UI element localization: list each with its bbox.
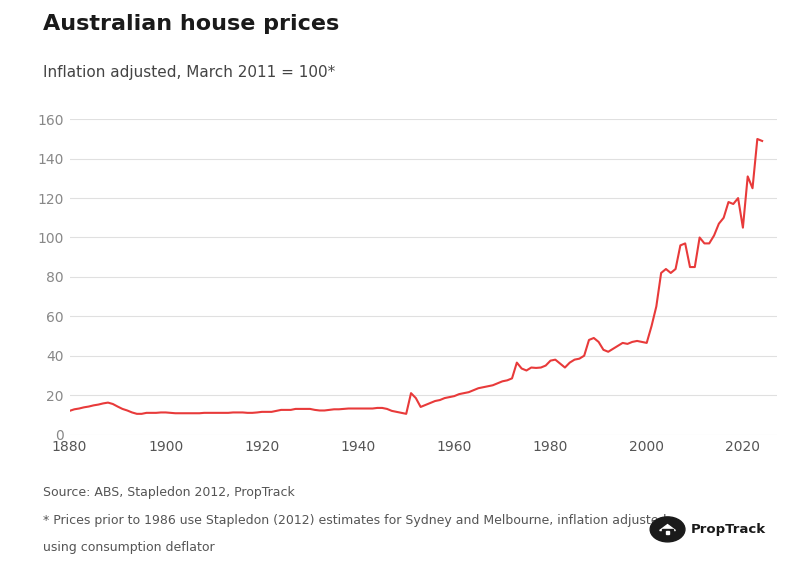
Text: using consumption deflator: using consumption deflator	[43, 541, 215, 554]
Text: PropTrack: PropTrack	[691, 523, 766, 536]
Text: Inflation adjusted, March 2011 = 100*: Inflation adjusted, March 2011 = 100*	[43, 65, 336, 80]
Text: Australian house prices: Australian house prices	[43, 14, 340, 34]
Text: Source: ABS, Stapledon 2012, PropTrack: Source: ABS, Stapledon 2012, PropTrack	[43, 486, 295, 499]
Text: * Prices prior to 1986 use Stapledon (2012) estimates for Sydney and Melbourne, : * Prices prior to 1986 use Stapledon (20…	[43, 514, 667, 527]
